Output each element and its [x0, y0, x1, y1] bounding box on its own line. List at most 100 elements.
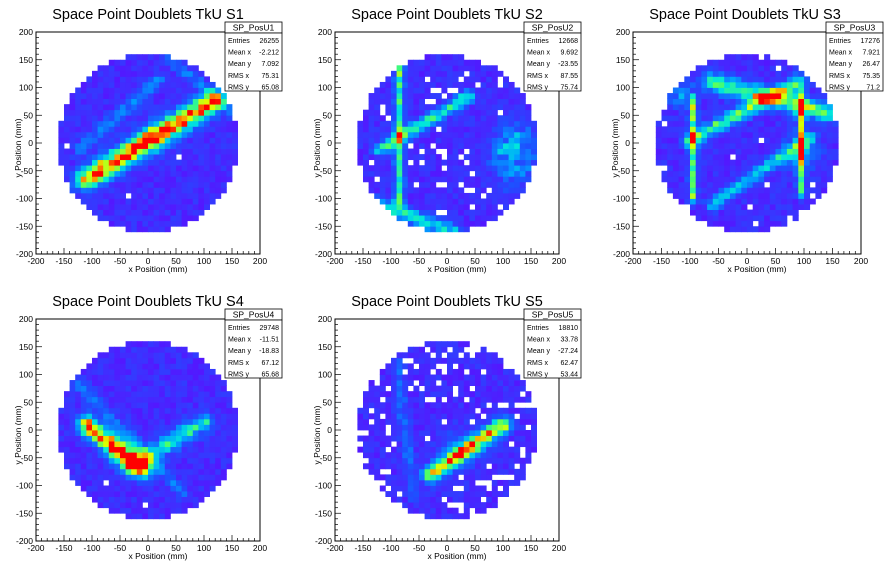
- heatmap-cell: [486, 418, 493, 425]
- y-tick-label: 0: [327, 425, 332, 435]
- heatmap-cell: [226, 407, 233, 414]
- heatmap-cell: [363, 109, 369, 116]
- heatmap-cell: [86, 435, 93, 442]
- heatmap-cell: [430, 115, 437, 122]
- heatmap-cell: [187, 87, 194, 94]
- heatmap-cell: [396, 109, 403, 116]
- heatmap-cell: [447, 198, 453, 205]
- heatmap-cell: [176, 446, 182, 453]
- heatmap-cell: [764, 54, 771, 61]
- heatmap-cell: [741, 148, 748, 155]
- heatmap-cell: [809, 126, 816, 133]
- heatmap-cell: [164, 192, 171, 199]
- heatmap-cell: [741, 120, 748, 127]
- heatmap-cell: [209, 368, 216, 375]
- heatmap-cell: [519, 131, 526, 138]
- heatmap-cell: [413, 374, 420, 381]
- heatmap-cell: [701, 215, 708, 222]
- heatmap-cell: [491, 209, 498, 216]
- heatmap-cell: [148, 65, 154, 72]
- heatmap-cell: [374, 446, 381, 453]
- heatmap-cell: [92, 131, 98, 138]
- heatmap-cell: [661, 170, 668, 177]
- heatmap-cell: [497, 435, 504, 442]
- heatmap-cell: [153, 396, 160, 403]
- heatmap-cell: [176, 391, 182, 398]
- heatmap-cell: [480, 474, 487, 481]
- heatmap-cell: [131, 192, 138, 199]
- heatmap-cell: [741, 93, 748, 99]
- heatmap-cell: [148, 452, 154, 459]
- heatmap-cell: [452, 474, 459, 481]
- heatmap-cell: [419, 215, 425, 222]
- heatmap-cell: [80, 468, 87, 475]
- heatmap-cell: [142, 98, 149, 105]
- heatmap-cell: [441, 479, 448, 486]
- heatmap-cell: [672, 170, 679, 177]
- heatmap-cell: [136, 59, 143, 66]
- heatmap-cell: [424, 402, 431, 409]
- heatmap-cell: [114, 126, 121, 133]
- heatmap-cell: [357, 148, 364, 155]
- heatmap-cell: [661, 131, 668, 138]
- heatmap-cell: [463, 115, 470, 122]
- heatmap-cell: [441, 457, 448, 464]
- heatmap-cell: [419, 70, 425, 77]
- heatmap-cell: [781, 181, 788, 188]
- heatmap-cell: [153, 502, 160, 509]
- heatmap-cell: [407, 181, 414, 188]
- heatmap-cell: [125, 76, 132, 83]
- heatmap-cell: [463, 441, 470, 448]
- heatmap-cell: [769, 81, 776, 88]
- heatmap-cell: [108, 385, 115, 392]
- heatmap-cell: [514, 396, 521, 403]
- heatmap-cell: [712, 209, 719, 216]
- heatmap-cell: [136, 507, 143, 514]
- y-axis-title: y Position (mm): [13, 405, 23, 464]
- heatmap-cell: [452, 226, 459, 233]
- heatmap-cell: [114, 220, 121, 227]
- heatmap-cell: [424, 109, 431, 116]
- heatmap-cell: [69, 115, 76, 122]
- heatmap-cell: [120, 474, 126, 481]
- heatmap-cell: [781, 81, 788, 88]
- heatmap-cell: [741, 192, 748, 199]
- heatmap-cell: [452, 413, 459, 420]
- heatmap-cell: [153, 120, 160, 127]
- heatmap-cell: [176, 131, 182, 138]
- heatmap-cell: [391, 424, 397, 431]
- heatmap-cell: [181, 220, 188, 227]
- heatmap-cell: [148, 485, 154, 492]
- heatmap-cell: [441, 215, 448, 222]
- heatmap-cell: [176, 374, 182, 381]
- heatmap-cell: [430, 391, 437, 398]
- heatmap-cell: [452, 98, 459, 105]
- heatmap-cell: [491, 418, 498, 425]
- stats-label: Mean x: [527, 337, 550, 344]
- heatmap-cell: [712, 104, 719, 111]
- heatmap-cell: [769, 209, 776, 216]
- heatmap-cell: [480, 165, 487, 172]
- heatmap-cell: [781, 148, 788, 155]
- heatmap-cell: [469, 192, 476, 199]
- heatmap-cell: [503, 159, 509, 166]
- heatmap-cell: [131, 452, 138, 459]
- heatmap-cell: [396, 104, 403, 111]
- heatmap-cell: [363, 463, 369, 470]
- heatmap-cell: [120, 98, 126, 105]
- heatmap-cell: [164, 70, 171, 77]
- heatmap-cell: [821, 104, 828, 111]
- heatmap-cell: [131, 402, 138, 409]
- heatmap-cell: [379, 120, 386, 127]
- heatmap-cell: [441, 346, 448, 353]
- heatmap-cell: [148, 143, 154, 149]
- heatmap-cell: [792, 170, 799, 177]
- heatmap-cell: [469, 131, 476, 138]
- heatmap-cell: [821, 154, 828, 161]
- heatmap-cell: [752, 93, 759, 99]
- heatmap-cell: [86, 474, 93, 481]
- y-tick-label: -200: [16, 536, 33, 546]
- heatmap-cell: [391, 396, 397, 403]
- heatmap-cell: [826, 115, 833, 122]
- heatmap-cell: [379, 143, 386, 149]
